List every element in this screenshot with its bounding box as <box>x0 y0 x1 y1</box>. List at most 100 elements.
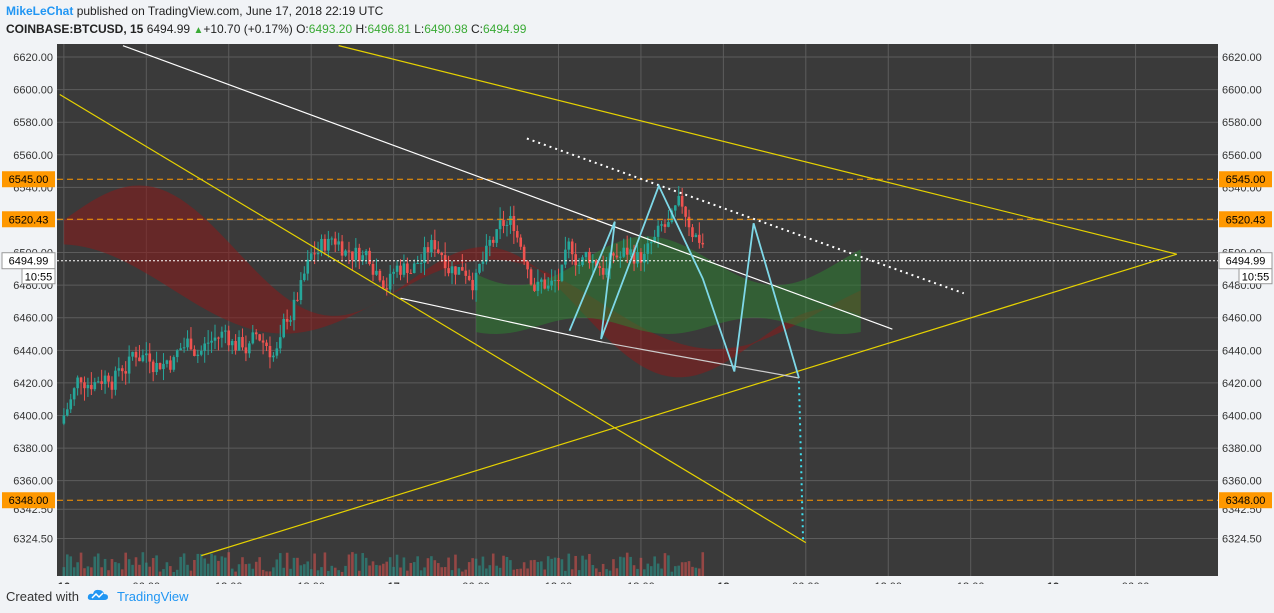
volume-bar <box>485 568 488 576</box>
candle-body <box>584 251 588 258</box>
author-link[interactable]: MikeLeChat <box>6 4 74 18</box>
candle-body <box>574 254 577 266</box>
volume-bar <box>151 558 155 576</box>
candle-body <box>93 382 97 390</box>
level-label-right-bg <box>1219 492 1272 509</box>
y-tick-label-right: 6360.00 <box>1222 476 1262 488</box>
low-label: L: <box>414 22 425 36</box>
volume-bar <box>622 557 626 576</box>
volume-bar <box>698 568 701 576</box>
candle-body <box>691 227 694 238</box>
y-tick-label-left: 6324.50 <box>13 534 53 546</box>
candle-body <box>643 253 646 263</box>
y-tick-label-right: 6380.00 <box>1222 443 1262 455</box>
volume-bar <box>399 567 402 576</box>
candle-body <box>138 357 141 362</box>
volume-bar <box>632 565 636 576</box>
volume-bar <box>388 557 392 576</box>
support-white <box>400 297 603 343</box>
volume-bar <box>543 569 547 576</box>
volume-bar <box>474 558 478 576</box>
candle-body <box>210 340 213 343</box>
candle-body <box>251 332 255 344</box>
candle-body <box>186 338 189 348</box>
volume-bar <box>66 554 69 576</box>
close-value: 6494.99 <box>482 22 527 36</box>
volume-bar <box>138 564 141 576</box>
candle-body <box>656 225 660 237</box>
volume-bar <box>134 557 138 576</box>
volume-bar <box>694 567 698 576</box>
level-label-left: 6348.00 <box>9 495 49 507</box>
candle-body <box>120 368 124 372</box>
volume-bar <box>224 557 227 576</box>
candle-body <box>543 279 547 289</box>
y-tick-label-right: 6460.00 <box>1222 313 1262 325</box>
candle-body <box>90 384 93 390</box>
volume-bar <box>333 567 337 576</box>
last-price: 6494.99 <box>146 22 191 36</box>
projection-cyan <box>797 381 805 540</box>
candle-body <box>96 381 100 383</box>
high-value: 6496.81 <box>367 22 411 36</box>
candle-body <box>677 195 681 206</box>
candle-body <box>467 275 471 280</box>
level-label-left: 6545.00 <box>9 174 49 186</box>
volume-bar <box>206 563 210 576</box>
volume-bar <box>382 563 385 576</box>
x-tick-label: 06:00 <box>792 581 820 584</box>
symbol-label[interactable]: COINBASE:BTCUSD, 15 <box>6 22 144 36</box>
candle-body <box>450 266 454 274</box>
volume-bar <box>199 554 203 576</box>
candle-body <box>309 253 313 260</box>
candle-body <box>344 250 347 256</box>
volume-bar <box>495 565 498 576</box>
volume-bar <box>79 552 83 576</box>
volume-bar <box>186 564 189 576</box>
volume-bar <box>625 552 629 576</box>
volume-bar <box>303 564 306 576</box>
candle-body <box>244 347 248 354</box>
candle-body <box>591 260 595 264</box>
volume-bar <box>471 558 474 576</box>
volume-bar <box>639 557 643 576</box>
volume-bar <box>327 570 330 576</box>
candle-body <box>498 220 502 230</box>
volume-bar <box>395 554 399 576</box>
volume-bar <box>69 556 73 576</box>
candle-body <box>337 241 340 245</box>
candle-body <box>505 224 509 226</box>
volume-bar <box>430 556 433 576</box>
volume-bar <box>660 568 663 576</box>
candle-body <box>457 267 461 275</box>
volume-bar <box>62 567 66 576</box>
volume-bar <box>594 568 598 576</box>
volume-bar <box>210 553 213 576</box>
volume-bar <box>261 569 265 576</box>
volume-bar <box>189 570 193 576</box>
volume-bar <box>426 558 430 576</box>
candle-body <box>158 362 162 370</box>
candle-body <box>189 338 193 350</box>
volume-bar <box>529 560 533 576</box>
volume-bar <box>533 559 536 576</box>
current-price-label-left-time-bg <box>21 268 56 285</box>
price-change: +10.70 (+0.17%) <box>203 22 293 36</box>
price-chart[interactable]: 6324.50 6324.50 6342.50 6342.50 6360.00 6360.… <box>0 44 1274 584</box>
volume-bar <box>196 553 200 576</box>
candle-body <box>419 262 423 264</box>
volume-bar <box>347 554 351 576</box>
volume-bar <box>107 570 110 576</box>
x-tick-label: 06:00 <box>1122 581 1150 584</box>
candle-body <box>646 243 650 254</box>
low-value: 6490.98 <box>424 22 468 36</box>
tradingview-brand[interactable]: TradingView <box>116 589 189 604</box>
level-label-right: 6545.00 <box>1226 174 1266 186</box>
candle-body <box>495 229 498 243</box>
volume-bar <box>182 553 186 576</box>
candle-body <box>550 280 553 286</box>
volume-bar <box>684 562 687 576</box>
y-tick-label-left: 6600.00 <box>13 85 53 97</box>
candle-body <box>241 337 244 348</box>
candle-body <box>474 272 478 291</box>
